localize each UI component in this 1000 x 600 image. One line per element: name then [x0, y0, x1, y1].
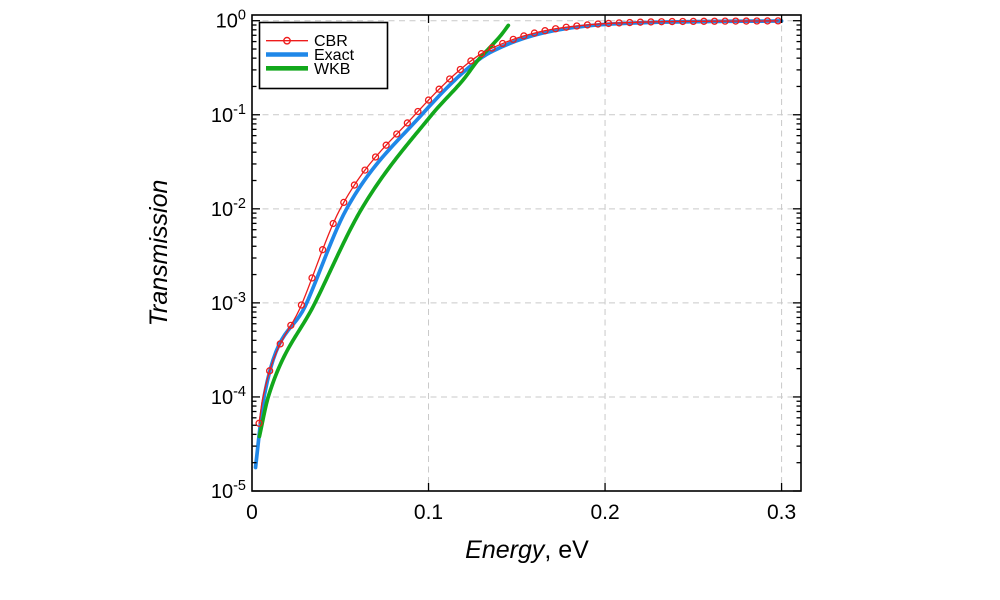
series-marker-cbr — [435, 85, 443, 93]
plot-area: 0 0.1 0.2 0.310010-110-210-310-410-5CBRExac… — [211, 8, 802, 524]
y-tick-label-exponent: -3 — [233, 290, 246, 306]
x-axis-label-unit: , eV — [544, 536, 589, 564]
series-marker-cbr — [700, 17, 708, 25]
y-tick-label-base: 10 — [211, 481, 233, 503]
x-axis-label: Energy, eV — [465, 536, 589, 564]
y-axis-label: Transmission — [145, 180, 173, 327]
series-marker-cbr — [657, 18, 666, 26]
series-marker-cbr — [732, 17, 740, 25]
y-tick-label-exponent: -5 — [233, 478, 246, 494]
x-tick-label: 0.3 — [767, 501, 796, 524]
y-tick-label-base: 10 — [216, 11, 238, 33]
y-tick-label: 100 — [216, 8, 246, 33]
series-marker-cbr — [414, 107, 422, 116]
series-marker-cbr — [509, 35, 517, 44]
series-marker-cbr — [763, 17, 772, 25]
y-tick-label: 10-5 — [211, 478, 246, 503]
series-marker-cbr — [636, 18, 645, 26]
series-marker-cbr — [424, 96, 433, 104]
series-marker-cbr — [297, 301, 306, 309]
x-tick-label: 0.2 — [590, 501, 619, 524]
series-marker-cbr — [626, 18, 634, 27]
series-marker-cbr — [467, 57, 475, 65]
legend-label-wkb: WKB — [314, 61, 350, 78]
y-tick-label-base: 10 — [211, 105, 233, 127]
series-marker-cbr — [604, 19, 613, 28]
series-marker-cbr — [594, 20, 602, 28]
series-marker-cbr — [308, 274, 316, 282]
series-marker-cbr — [477, 50, 486, 58]
series-marker-cbr — [679, 17, 687, 26]
series-marker-cbr — [647, 18, 655, 26]
series-marker-cbr — [382, 141, 390, 149]
series-marker-cbr — [361, 166, 369, 174]
series-marker-cbr — [583, 21, 592, 29]
series-marker-cbr — [668, 17, 676, 26]
y-tick-label-base: 10 — [211, 293, 233, 315]
series-marker-cbr — [456, 65, 464, 74]
series-marker-cbr — [520, 32, 528, 40]
series-marker-cbr — [403, 119, 411, 127]
legend-label-cbr: CBR — [314, 33, 348, 50]
legend-sample-marker-cbr — [283, 36, 291, 45]
series-marker-cbr — [530, 29, 539, 37]
series-marker-cbr — [689, 17, 697, 26]
x-tick-label: 0.1 — [414, 501, 443, 524]
series-marker-cbr — [393, 130, 401, 138]
series-line-wkb — [257, 23, 511, 439]
series-marker-cbr — [551, 25, 560, 33]
y-tick-label: 10-3 — [211, 290, 246, 315]
y-tick-label-exponent: -1 — [233, 102, 246, 118]
series-marker-cbr — [446, 75, 454, 83]
series-marker-cbr — [287, 321, 295, 330]
series-marker-cbr — [615, 19, 623, 27]
legend-label-exact: Exact — [314, 47, 355, 64]
series-marker-cbr — [573, 22, 581, 30]
y-tick-label-exponent: -4 — [233, 384, 246, 400]
y-tick-label-base: 10 — [211, 387, 233, 409]
series-marker-cbr — [499, 39, 507, 48]
series-marker-cbr — [350, 181, 359, 189]
y-tick-label: 10-1 — [211, 102, 246, 127]
series-marker-cbr — [371, 153, 380, 161]
plot-frame — [251, 14, 802, 492]
series-marker-cbr — [742, 17, 750, 25]
y-tick-label-exponent: 0 — [238, 8, 246, 24]
y-tick-label: 10-4 — [211, 384, 246, 409]
series-marker-cbr — [488, 44, 496, 52]
y-tick-label: 10-2 — [211, 196, 246, 221]
series-marker-cbr — [265, 367, 274, 375]
series-marker-cbr — [721, 17, 729, 25]
series-marker-cbr — [329, 219, 337, 228]
series-marker-cbr — [276, 340, 284, 348]
x-tick-label: 0 — [246, 501, 258, 524]
series-marker-cbr — [753, 17, 761, 25]
y-tick-label-base: 10 — [211, 199, 233, 221]
y-tick-label-exponent: -2 — [233, 196, 246, 212]
series-marker-cbr — [255, 419, 263, 427]
series-marker-cbr — [710, 17, 719, 25]
x-axis-label-word: Energy — [465, 536, 546, 564]
series-marker-cbr — [318, 246, 327, 254]
series-marker-cbr — [340, 198, 348, 207]
series-marker-cbr — [562, 23, 570, 31]
series-marker-cbr — [541, 27, 549, 35]
